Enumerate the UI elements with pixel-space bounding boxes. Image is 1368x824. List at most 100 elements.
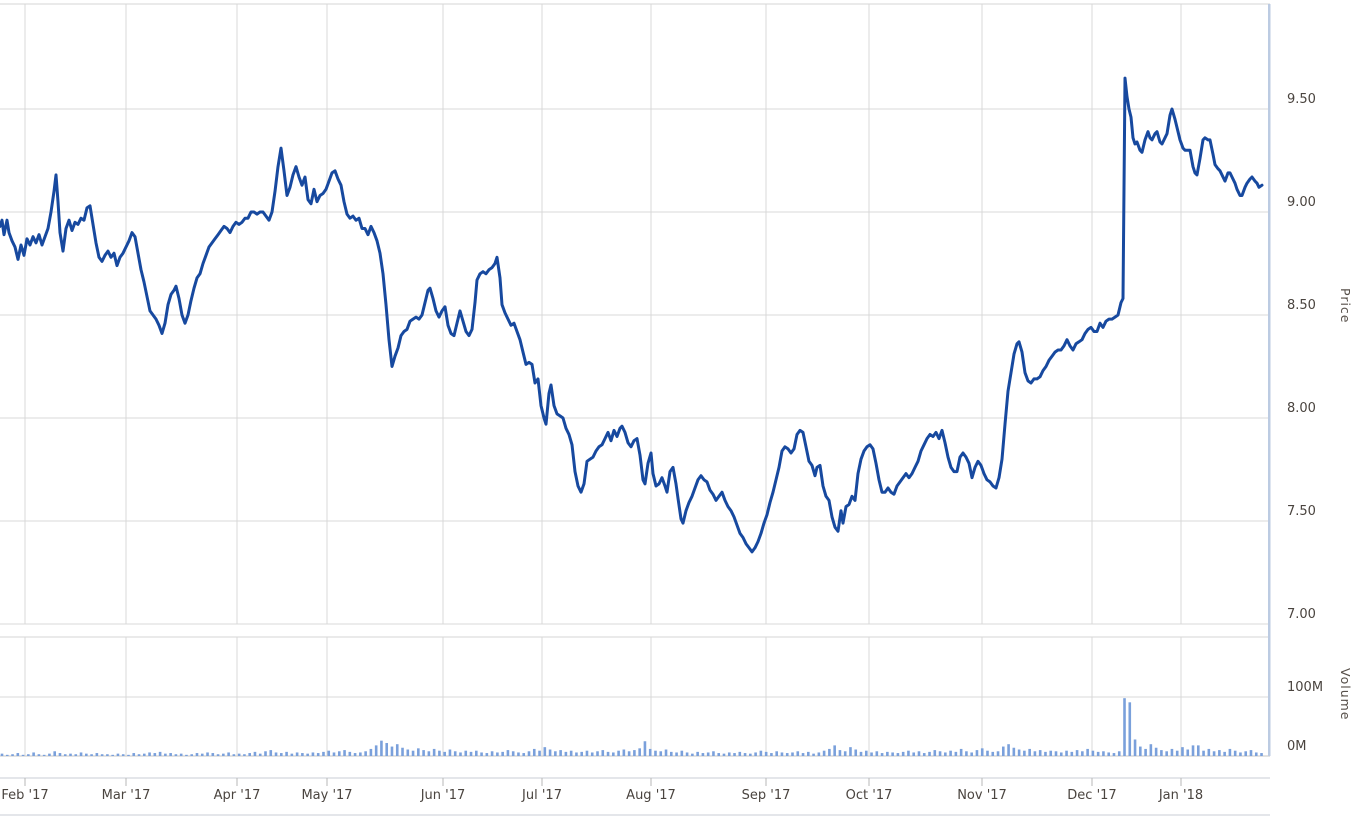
volume-bar (237, 753, 241, 756)
volume-bar (417, 748, 420, 756)
volume-bar (796, 751, 800, 756)
volume-bar (153, 753, 157, 756)
volume-bar (543, 747, 547, 756)
volume-bar (727, 752, 731, 756)
volume-bar (1033, 751, 1037, 756)
volume-bar (301, 753, 304, 756)
volume-axis-label: 100M (1287, 680, 1324, 695)
volume-bar (791, 752, 794, 756)
volume-bar (928, 751, 931, 756)
volume-bar (738, 751, 742, 756)
volume-plot-area[interactable] (0, 637, 1270, 756)
volume-bar (1107, 752, 1110, 756)
volume-bar (996, 751, 1000, 756)
volume-bar (100, 754, 104, 756)
volume-bar (1070, 751, 1074, 756)
volume-bar (42, 754, 46, 756)
volume-bar (248, 753, 251, 756)
volume-bar (1086, 748, 1089, 756)
volume-bar (332, 752, 336, 756)
price-plot-area[interactable] (0, 4, 1270, 624)
volume-bar (764, 751, 768, 756)
volume-bar (106, 754, 109, 756)
volume-bar (754, 752, 757, 756)
volume-bar (395, 744, 399, 756)
volume-bar (264, 751, 267, 756)
price-axis-label: 8.50 (1287, 298, 1316, 313)
price-line-series (0, 76, 1264, 554)
volume-bar (21, 754, 25, 756)
volume-bar (696, 751, 699, 756)
volume-bar (459, 752, 462, 756)
x-axis-label: Feb '17 (1, 788, 49, 803)
volume-bar (1207, 748, 1211, 756)
volume-bar (337, 751, 341, 756)
volume-bar (896, 753, 900, 756)
volume-bar (949, 750, 952, 756)
volume-bar (812, 753, 815, 756)
volume-bar (390, 746, 394, 756)
volume-bar (875, 751, 879, 756)
volume-bar (1149, 744, 1153, 756)
volume-bar (496, 752, 499, 756)
volume-bar (121, 754, 125, 756)
volume-axis-title: Volume (1338, 668, 1353, 721)
volume-bar (475, 750, 478, 756)
volume-bar (775, 751, 778, 756)
volume-bar (1260, 753, 1263, 756)
volume-bar (1102, 751, 1105, 756)
volume-bar (206, 752, 209, 756)
volume-bar (69, 753, 72, 756)
volume-bar (970, 752, 973, 756)
volume-bar (258, 753, 262, 756)
x-axis-label: Oct '17 (845, 788, 893, 803)
volume-bar (701, 753, 705, 756)
volume-bar (79, 752, 83, 756)
volume-bar (749, 753, 752, 756)
volume-bar (691, 753, 694, 756)
volume-bar (654, 750, 657, 756)
volume-bar (717, 753, 721, 756)
volume-bar (11, 754, 14, 756)
x-axis-label: Jan '18 (1158, 788, 1204, 803)
volume-bar (380, 740, 383, 756)
volume-bar (559, 750, 562, 756)
volume-bar (743, 753, 747, 756)
volume-bar (63, 754, 67, 756)
volume-bar (785, 753, 789, 756)
volume-bar (585, 750, 589, 756)
volume-bar (16, 753, 20, 756)
volume-bar (190, 754, 194, 756)
volume-bar (886, 751, 889, 756)
volume-bar (469, 751, 473, 756)
volume-bar (432, 748, 436, 756)
volume-bar (132, 753, 136, 756)
volume-bar (485, 753, 489, 756)
volume-bar (448, 749, 452, 756)
volume-bar (1191, 745, 1195, 756)
volume-bar (1044, 751, 1047, 756)
volume-bar (506, 750, 510, 756)
price-axis-label: 7.50 (1287, 504, 1316, 519)
volume-bar (1139, 746, 1142, 756)
volume-bar (1254, 752, 1258, 756)
volume-bar (511, 751, 515, 756)
volume-bar (617, 750, 620, 756)
volume-bar (427, 751, 431, 756)
price-axis-title: Price (1338, 288, 1353, 324)
x-axis-label: Apr '17 (213, 788, 261, 803)
volume-bar (179, 753, 183, 756)
x-axis-label: Nov '17 (957, 788, 1007, 803)
volume-bar (295, 752, 299, 756)
volume-bar (980, 748, 984, 756)
volume-bar (622, 749, 626, 756)
volume-bar (1170, 748, 1174, 756)
volume-bar (601, 750, 605, 756)
volume-bar (453, 751, 457, 756)
volume-bar (991, 751, 995, 756)
volume-bar (348, 751, 352, 756)
volume-bar (364, 751, 367, 756)
volume-bar (158, 751, 162, 756)
volume-bar (285, 751, 288, 756)
volume-bar (901, 751, 905, 756)
